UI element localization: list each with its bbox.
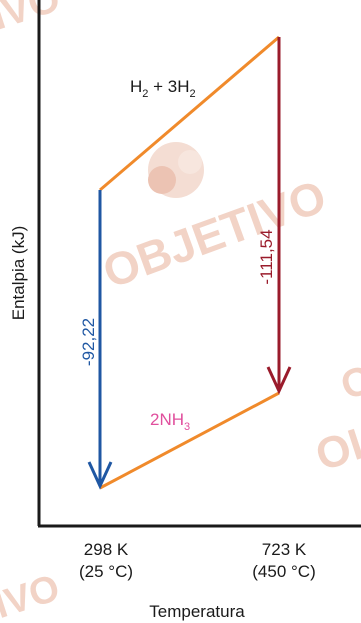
watermark-text-right-mid: O	[336, 357, 361, 408]
x-tick-723-line2: (450 °C)	[252, 562, 315, 581]
arrow-723	[266, 37, 292, 395]
reactants-label-sub1: 2	[142, 88, 148, 100]
watermark-text-bottom-left: IVO	[0, 567, 65, 623]
watermark-text-right-low: OI	[310, 420, 361, 481]
reactants-label: H2 + 3H2	[130, 77, 196, 100]
reactant-line	[99, 35, 280, 192]
delta-723-label: -111,54	[257, 229, 276, 284]
watermark-logo-icon	[148, 142, 204, 198]
arrow-723-head-icon	[266, 366, 292, 395]
y-axis-label: Entalpia (kJ)	[9, 226, 28, 320]
reactants-label-pre: H	[130, 77, 142, 96]
reactants-label-mid: + 3H	[148, 77, 189, 96]
x-tick-723-line1: 723 K	[262, 540, 307, 559]
product-label-pre: 2NH	[150, 410, 184, 429]
arrow-298-head-icon	[87, 461, 113, 490]
product-label: 2NH3	[150, 410, 190, 433]
product-label-sub: 3	[184, 421, 190, 433]
x-tick-298-line2: (25 °C)	[79, 562, 133, 581]
x-axis-label: Temperatura	[149, 602, 245, 621]
delta-298-label: -92,22	[79, 318, 98, 366]
watermark-text: OBJETIVO	[96, 170, 332, 298]
watermark-text-top-left: IVO	[0, 0, 65, 39]
product-line	[99, 391, 280, 490]
reactants-label-sub2: 2	[190, 88, 196, 100]
enthalpy-path	[99, 35, 280, 490]
axes	[37, 0, 361, 528]
arrow-298	[87, 190, 113, 490]
x-tick-298-line1: 298 K	[84, 540, 129, 559]
